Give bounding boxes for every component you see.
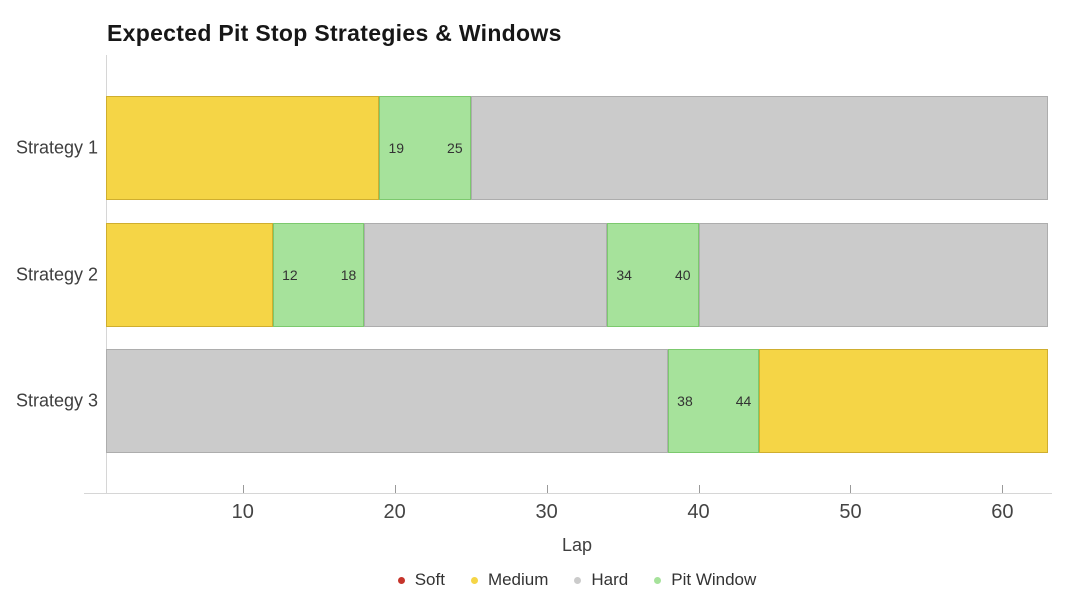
x-axis-title: Lap — [561, 535, 593, 555]
stint-segment-pit-window[interactable]: 34 40 — [607, 222, 699, 327]
pit-window-start-label: 38 — [677, 393, 693, 409]
x-axis-tick-label: 10 — [231, 501, 254, 523]
pit-window-end-label: 40 — [674, 266, 691, 283]
stint-segment-pit-window[interactable]: 19 25 — [379, 96, 471, 200]
legend-dot-icon — [397, 576, 405, 584]
x-axis-tick-label: 50 — [839, 501, 862, 523]
pit-window-start-label: 34 — [616, 266, 632, 283]
stint-segment-pit-window[interactable]: 12 18 — [273, 222, 365, 327]
legend-dot-icon — [470, 576, 478, 584]
legend-item-hard[interactable]: Hard — [574, 570, 628, 590]
pit-window-end-label: 18 — [340, 266, 357, 283]
legend: Soft Medium Hard Pit Window — [106, 570, 1048, 590]
x-axis-tick — [1002, 485, 1004, 493]
pit-window-start-label: 12 — [282, 266, 298, 283]
y-axis-category-label: Strategy 3 — [15, 390, 98, 411]
legend-label: Hard — [591, 570, 629, 589]
stint-segment-hard[interactable] — [106, 349, 669, 453]
pit-window-end-label: 44 — [735, 393, 752, 409]
stint-segment-hard[interactable] — [470, 96, 1048, 200]
legend-item-medium[interactable]: Medium — [470, 570, 549, 590]
legend-item-pit-window[interactable]: Pit Window — [654, 570, 756, 590]
stint-segment-hard[interactable] — [698, 222, 1048, 327]
y-axis-category-label: Strategy 1 — [15, 137, 98, 158]
pit-window-start-label: 19 — [388, 140, 405, 156]
stint-segment-medium[interactable] — [106, 222, 274, 327]
legend-label: Soft — [414, 570, 445, 589]
x-axis-tick — [394, 485, 396, 493]
pit-window-end-label: 25 — [447, 140, 463, 156]
legend-dot-icon — [574, 576, 582, 584]
plot-area: 10 20 30 40 50 60 19 25 12 18 34 40 38 44 — [84, 55, 1052, 523]
x-axis-line — [84, 493, 1052, 494]
legend-dot-icon — [654, 576, 662, 584]
stint-segment-medium[interactable] — [106, 96, 380, 200]
x-axis-tick — [242, 485, 244, 493]
x-axis-tick-label: 30 — [535, 501, 558, 523]
x-axis-tick — [546, 485, 548, 493]
legend-label: Medium — [487, 570, 549, 589]
x-axis-tick — [850, 485, 852, 493]
stint-segment-medium[interactable] — [759, 349, 1048, 453]
x-axis-tick-label: 40 — [687, 501, 710, 523]
legend-item-soft[interactable]: Soft — [397, 570, 445, 590]
chart-title: Expected Pit Stop Strategies & Windows — [107, 20, 562, 46]
x-axis-tick-label: 60 — [991, 501, 1014, 523]
y-axis-category-label: Strategy 2 — [15, 264, 98, 284]
stint-segment-hard[interactable] — [364, 222, 608, 327]
legend-label: Pit Window — [671, 570, 757, 589]
x-axis-tick — [698, 485, 700, 493]
stint-segment-pit-window[interactable]: 38 44 — [668, 349, 760, 453]
x-axis-tick-label: 20 — [383, 501, 406, 523]
